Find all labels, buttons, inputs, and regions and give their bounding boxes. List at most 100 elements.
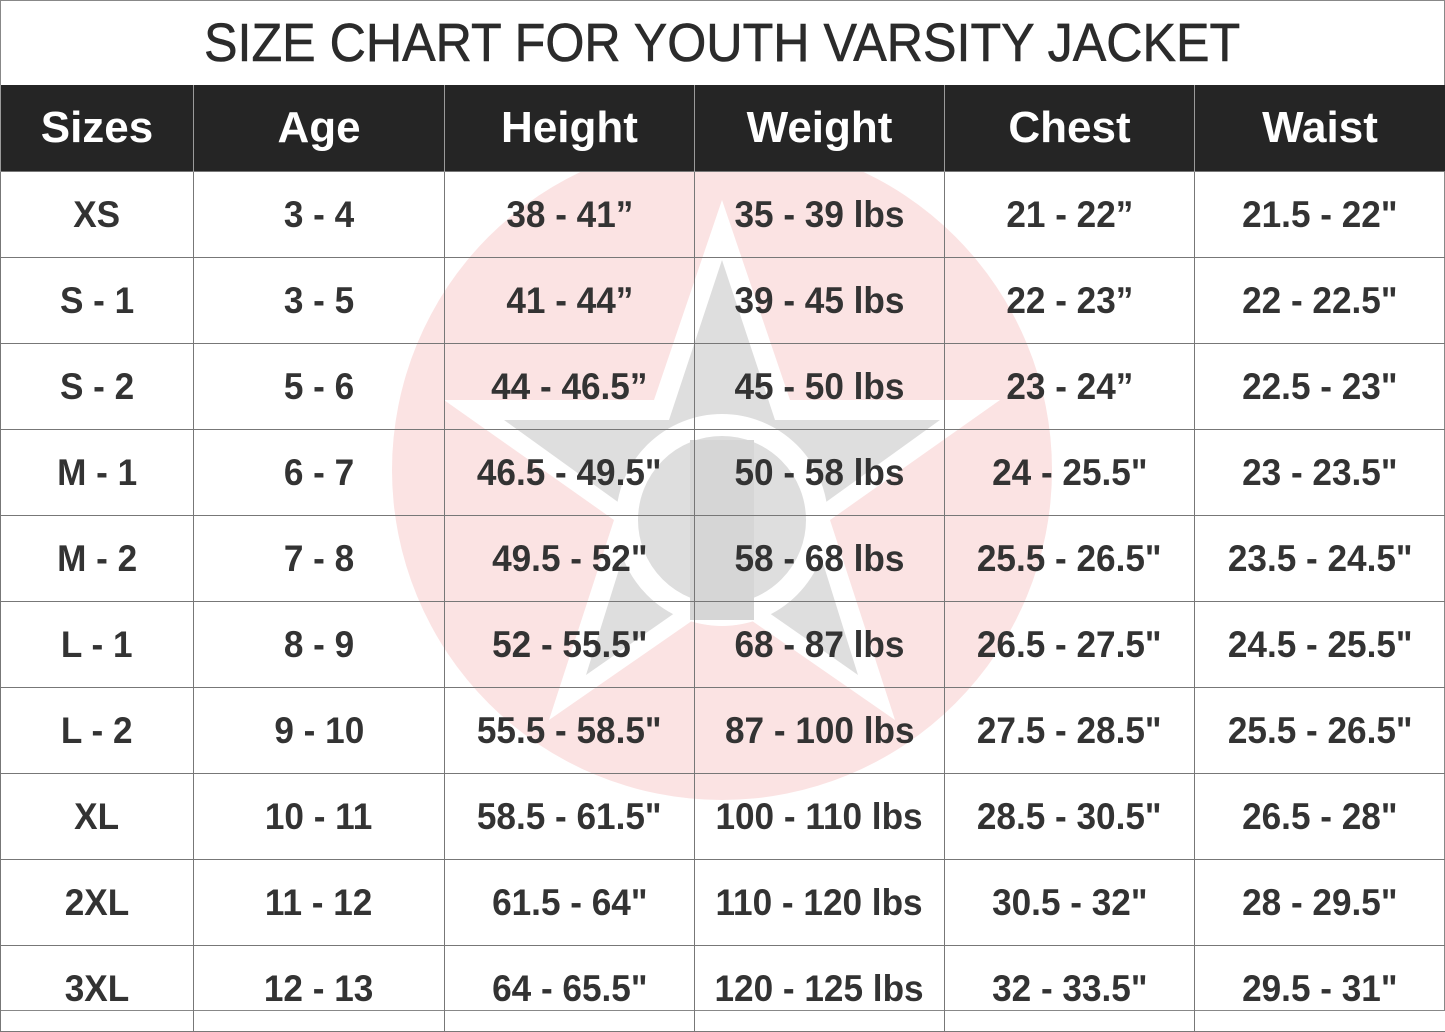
cell-text: 5 - 6 [284,366,354,408]
cell-text: 23 - 23.5" [1242,452,1397,494]
cell-age: 12 - 13 [194,946,445,1032]
cell-text: 64 - 65.5" [492,968,647,1010]
cell-text: 29.5 - 31" [1242,968,1397,1010]
cell-weight: 110 - 120 lbs [695,860,945,946]
table-row: 2XL 11 - 12 61.5 - 64" 110 - 120 lbs 30.5 - … [1,860,1445,946]
cell-text: 28.5 - 30.5" [977,796,1162,838]
cell-text: 11 - 12 [265,882,372,924]
cell-text: 10 - 11 [265,796,372,838]
cell-text: 100 - 110 lbs [716,796,923,838]
cell-text: 50 - 58 lbs [735,452,905,494]
cell-text: 24.5 - 25.5" [1228,624,1413,666]
cell-weight: 100 - 110 lbs [695,774,945,860]
cell-text: 24 - 25.5" [992,452,1147,494]
cell-text: 58.5 - 61.5" [477,796,662,838]
cell-text: 35 - 39 lbs [735,194,905,236]
cell-text: 6 - 7 [284,452,354,494]
cell-text: 58 - 68 lbs [735,538,905,580]
cell-weight: 35 - 39 lbs [695,172,945,258]
table-row: L - 1 8 - 9 52 - 55.5" 68 - 87 lbs 26.5 - 27… [1,602,1445,688]
column-header-height: Height [445,85,695,172]
cell-weight: 50 - 58 lbs [695,430,945,516]
cell-chest: 25.5 - 26.5" [945,516,1195,602]
cell-text: 28 - 29.5" [1242,882,1397,924]
cell-age: 9 - 10 [194,688,445,774]
cell-sizes: S - 2 [1,344,194,430]
cell-waist: 22.5 - 23" [1195,344,1445,430]
column-header-chest: Chest [945,85,1195,172]
cell-text: 30.5 - 32" [992,882,1147,924]
column-header-sizes: Sizes [1,85,194,172]
cell-text: L - 2 [61,710,133,752]
cell-text: 55.5 - 58.5" [477,710,662,752]
cell-weight: 68 - 87 lbs [695,602,945,688]
cell-text: 22.5 - 23" [1242,366,1397,408]
cell-text: 25.5 - 26.5" [977,538,1162,580]
cell-text: 52 - 55.5" [492,624,647,666]
cell-weight: 58 - 68 lbs [695,516,945,602]
cell-text: 25.5 - 26.5" [1228,710,1413,752]
cell-text: 39 - 45 lbs [735,280,905,322]
cell-text: 23 - 24” [1006,366,1133,408]
cell-chest: 26.5 - 27.5" [945,602,1195,688]
cell-waist: 23.5 - 24.5" [1195,516,1445,602]
cell-height: 61.5 - 64" [445,860,695,946]
cell-text: 26.5 - 27.5" [977,624,1162,666]
cell-age: 8 - 9 [194,602,445,688]
title-text: SIZE CHART FOR YOUTH VARSITY JACKET [204,12,1240,74]
cell-text: 27.5 - 28.5" [977,710,1162,752]
cell-waist: 26.5 - 28" [1195,774,1445,860]
cell-age: 6 - 7 [194,430,445,516]
cell-chest: 22 - 23” [945,258,1195,344]
cell-text: 45 - 50 lbs [735,366,905,408]
cell-height: 44 - 46.5” [445,344,695,430]
table-row: M - 1 6 - 7 46.5 - 49.5" 50 - 58 lbs 24 - 25… [1,430,1445,516]
cell-weight: 87 - 100 lbs [695,688,945,774]
cell-sizes: L - 1 [1,602,194,688]
cell-chest: 24 - 25.5" [945,430,1195,516]
cell-height: 58.5 - 61.5" [445,774,695,860]
cell-text: 2XL [65,882,129,924]
cell-waist: 23 - 23.5" [1195,430,1445,516]
cell-text: 61.5 - 64" [492,882,647,924]
table-row: L - 2 9 - 10 55.5 - 58.5" 87 - 100 lbs 27.5 … [1,688,1445,774]
cell-text: 7 - 8 [284,538,354,580]
cell-sizes: M - 1 [1,430,194,516]
cell-sizes: 2XL [1,860,194,946]
cell-age: 3 - 5 [194,258,445,344]
cell-text: 8 - 9 [284,624,354,666]
cell-text: 110 - 120 lbs [716,882,923,924]
cell-text: 46.5 - 49.5" [477,452,662,494]
cell-chest: 28.5 - 30.5" [945,774,1195,860]
cell-age: 10 - 11 [194,774,445,860]
cell-waist: 21.5 - 22" [1195,172,1445,258]
column-header-age: Age [194,85,445,172]
cell-text: 49.5 - 52" [492,538,647,580]
cell-text: 44 - 46.5” [491,366,647,408]
cell-text: 9 - 10 [274,710,364,752]
cell-text: 22 - 23” [1006,280,1133,322]
table-row: S - 2 5 - 6 44 - 46.5” 45 - 50 lbs 23 - 24” 2… [1,344,1445,430]
cell-weight: 39 - 45 lbs [695,258,945,344]
cell-sizes: XL [1,774,194,860]
column-header-weight: Weight [695,85,945,172]
cell-text: L - 1 [61,624,133,666]
cell-text: 3 - 4 [284,194,354,236]
cell-text: 68 - 87 lbs [735,624,905,666]
cell-height: 38 - 41” [445,172,695,258]
cell-weight: 45 - 50 lbs [695,344,945,430]
cell-age: 5 - 6 [194,344,445,430]
cell-chest: 30.5 - 32" [945,860,1195,946]
cell-sizes: S - 1 [1,258,194,344]
cell-text: XL [75,796,120,838]
cell-height: 55.5 - 58.5" [445,688,695,774]
cell-text: XS [74,194,121,236]
cell-sizes: 3XL [1,946,194,1032]
cell-height: 64 - 65.5" [445,946,695,1032]
cell-sizes: XS [1,172,194,258]
column-header-waist: Waist [1195,85,1445,172]
